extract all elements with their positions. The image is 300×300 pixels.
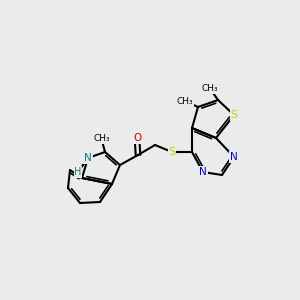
Text: O: O [133,133,141,143]
Text: N: N [199,167,207,177]
Text: CH₃: CH₃ [177,97,194,106]
Text: N: N [84,153,92,163]
Text: H: H [74,167,82,177]
Text: S: S [168,147,175,157]
Text: S: S [230,110,238,120]
Text: N: N [230,152,238,162]
Text: CH₃: CH₃ [202,84,218,93]
Text: CH₃: CH₃ [93,134,110,143]
